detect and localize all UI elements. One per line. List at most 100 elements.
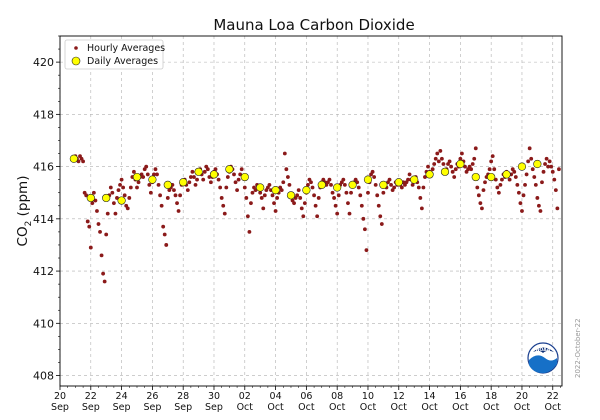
hourly-average-point (500, 177, 504, 182)
hourly-average-point (275, 196, 280, 200)
hourly-average-point (492, 167, 497, 172)
x-tick-month-label: Oct (267, 402, 284, 413)
daily-average-point (163, 180, 172, 189)
daily-averages-series (69, 154, 542, 205)
x-tick-day-label: 08 (331, 391, 343, 402)
hourly-average-point (81, 159, 85, 164)
x-tick-day-label: 22 (85, 391, 97, 402)
hourly-average-point (95, 209, 99, 213)
x-tick-day-label: 30 (208, 391, 220, 402)
hourly-average-point (439, 156, 444, 161)
hourly-average-point (483, 180, 487, 185)
hourly-average-point (309, 180, 313, 185)
daily-average-point (86, 193, 95, 203)
hourly-average-point (242, 185, 247, 190)
daily-average-point (394, 178, 403, 187)
x-axis-ticks: 20Sep22Sep24Sep26Sep28Sep30Sep02Oct04Oct… (51, 386, 561, 413)
hourly-average-point (190, 169, 195, 174)
hourly-average-point (87, 224, 92, 229)
hourly-average-point (301, 214, 306, 219)
x-tick-month-label: Sep (51, 402, 69, 413)
hourly-average-point (460, 151, 464, 156)
hourly-average-point (376, 203, 381, 208)
hourly-average-point (145, 172, 150, 177)
hourly-average-point (379, 222, 384, 226)
hourly-average-point (262, 193, 267, 198)
legend-daily-marker (71, 56, 81, 66)
hourly-average-point (553, 188, 558, 193)
hourly-average-point (449, 164, 454, 169)
hourly-average-point (516, 190, 521, 195)
hourly-average-point (550, 169, 555, 174)
hourly-average-point (450, 169, 455, 174)
hourly-average-point (498, 182, 503, 187)
hourly-average-point (426, 164, 430, 169)
hourly-average-point (523, 182, 527, 187)
hourly-average-point (121, 185, 126, 190)
hourly-average-point (193, 182, 198, 187)
hourly-average-point (557, 167, 561, 172)
hourly-average-point (419, 206, 424, 211)
daily-average-point (194, 167, 203, 176)
hourly-average-point (165, 196, 170, 200)
hourly-average-point (375, 193, 380, 198)
hourly-average-point (364, 248, 369, 253)
hourly-average-point (267, 182, 272, 187)
hourly-average-point (185, 188, 190, 193)
hourly-average-point (272, 201, 276, 206)
hourly-average-point (108, 185, 113, 190)
hourly-average-point (513, 175, 518, 179)
daily-average-point (379, 180, 388, 189)
hourly-average-point (529, 156, 534, 161)
hourly-average-point (141, 175, 146, 179)
hourly-average-point (387, 177, 392, 182)
hourly-average-point (469, 167, 474, 172)
x-tick-day-label: 28 (177, 391, 189, 402)
hourly-average-point (521, 193, 526, 198)
hourly-average-point (236, 177, 241, 182)
x-tick-day-label: 02 (239, 391, 251, 402)
hourly-average-point (98, 229, 102, 234)
daily-average-point (363, 175, 373, 184)
hourly-average-point (341, 177, 346, 182)
hourly-average-point (524, 172, 529, 177)
daily-average-point (425, 170, 434, 179)
hourly-average-point (250, 190, 255, 195)
hourly-average-point (476, 193, 481, 198)
hourly-average-point (136, 180, 141, 185)
y-tick-label: 416 (33, 161, 54, 174)
hourly-average-point (347, 211, 352, 216)
hourly-average-point (216, 177, 221, 182)
hourly-average-point (192, 175, 196, 179)
hourly-average-point (287, 182, 292, 187)
hourly-average-point (342, 182, 347, 187)
hourly-average-point (286, 175, 290, 179)
hourly-average-point (433, 156, 438, 161)
x-tick-month-label: Oct (483, 402, 500, 413)
hourly-average-point (127, 196, 132, 200)
hourly-average-point (102, 279, 107, 284)
hourly-average-point (418, 196, 423, 200)
hourly-average-point (349, 190, 353, 195)
hourly-average-point (480, 206, 484, 211)
hourly-average-point (512, 169, 517, 174)
hourly-average-point (329, 182, 333, 187)
hourly-average-point (113, 211, 118, 216)
daily-average-point (286, 191, 296, 200)
hourly-average-point (298, 196, 303, 200)
daily-average-point (487, 172, 496, 182)
noaa-logo: NOAA (527, 342, 559, 374)
hourly-average-point (164, 243, 169, 247)
hourly-average-point (458, 156, 463, 161)
daily-average-point (148, 175, 157, 184)
hourly-average-point (125, 206, 130, 211)
hourly-average-point (490, 154, 495, 159)
hourly-average-point (202, 169, 207, 174)
daily-average-point (240, 172, 249, 182)
hourly-average-point (472, 156, 477, 161)
hourly-average-point (361, 216, 366, 221)
hourly-average-point (373, 182, 378, 187)
hourly-average-point (259, 196, 264, 200)
hourly-average-point (90, 201, 95, 206)
legend-hourly-marker (74, 46, 78, 50)
